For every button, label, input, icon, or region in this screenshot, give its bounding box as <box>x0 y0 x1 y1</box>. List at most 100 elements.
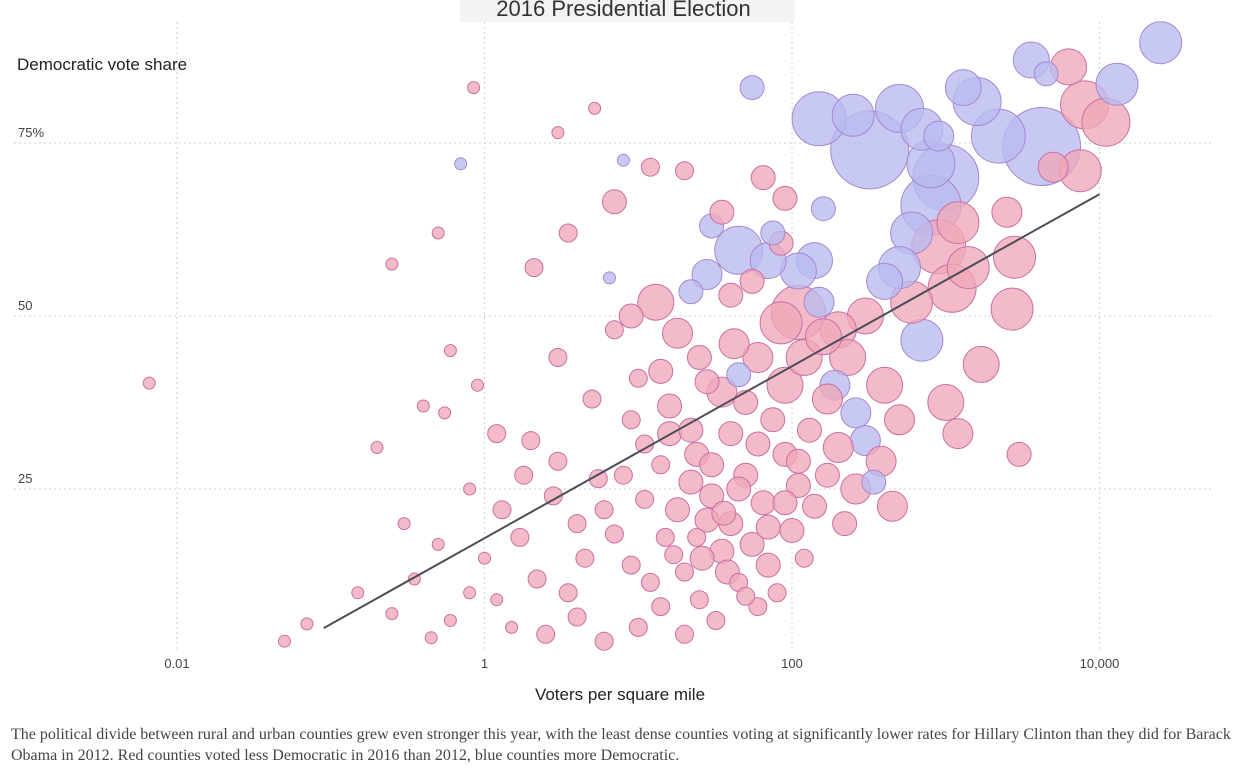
county-point-red <box>936 201 980 245</box>
county-point-red <box>675 161 694 181</box>
county-point-red <box>711 500 737 526</box>
county-point-blue <box>810 196 836 222</box>
county-point-red <box>990 287 1034 331</box>
county-point-red <box>471 378 484 392</box>
county-point-red <box>548 348 568 367</box>
county-point-red <box>699 483 725 509</box>
county-point-red <box>618 303 644 329</box>
county-point-red <box>1037 151 1069 183</box>
scatter-chart: 25 50 75% 0.01 1 100 10,000 Democratic vote s… <box>14 21 1212 704</box>
county-point-red <box>397 517 411 531</box>
county-point-red <box>750 165 776 191</box>
county-point-red <box>804 318 842 356</box>
county-point-red <box>567 514 587 534</box>
county-point-red <box>443 344 457 358</box>
county-point-red <box>351 586 365 600</box>
county-point-red <box>514 465 534 485</box>
county-point-red <box>802 493 827 519</box>
county-point-red <box>588 101 602 115</box>
county-point-blue <box>923 120 955 152</box>
trend-line <box>323 193 1100 629</box>
county-point-red <box>521 431 541 451</box>
county-point-red <box>733 390 759 415</box>
county-point-red <box>876 490 908 522</box>
county-point-red <box>662 317 693 349</box>
county-point-red <box>142 376 156 390</box>
y-tick-label: 50 <box>18 298 32 313</box>
county-point-red <box>750 490 776 516</box>
county-point-red <box>675 624 694 644</box>
county-point-blue <box>1095 62 1139 106</box>
county-point-red <box>675 562 694 582</box>
county-point-red <box>718 282 744 308</box>
county-point-blue <box>454 157 468 171</box>
county-point-red <box>748 597 768 617</box>
county-point-red <box>431 226 445 240</box>
county-point-red <box>551 126 565 140</box>
county-point-red <box>543 486 563 506</box>
y-axis-title: Democratic vote share <box>17 55 187 74</box>
county-point-red <box>927 384 965 421</box>
county-point-red <box>664 545 684 565</box>
county-point-red <box>463 482 477 496</box>
county-point-red <box>628 368 648 388</box>
county-point-red <box>822 432 854 463</box>
county-point-red <box>300 617 314 631</box>
county-point-red <box>510 527 530 547</box>
county-point-red <box>736 586 756 606</box>
county-point-red <box>567 607 587 627</box>
county-point-red <box>785 448 811 474</box>
county-point-red <box>687 527 707 547</box>
county-point-red <box>689 590 709 610</box>
county-point-red <box>962 345 1000 383</box>
county-point-red <box>884 404 915 436</box>
county-point-blue <box>616 153 630 167</box>
county-point-blue <box>760 220 786 246</box>
county-point-red <box>431 537 445 551</box>
county-point-blue <box>1139 21 1183 65</box>
y-tick-label: 75% <box>18 125 44 140</box>
county-point-red <box>524 258 544 278</box>
county-point-red <box>467 81 481 95</box>
x-tick-label: 100 <box>781 656 803 671</box>
chart-caption: The political divide between rural and u… <box>11 726 1231 764</box>
county-point-red <box>505 620 519 634</box>
county-point-red <box>779 518 805 543</box>
county-point-red <box>811 383 843 415</box>
x-axis-title: Voters per square mile <box>535 685 705 704</box>
county-point-red <box>621 555 641 575</box>
county-point-red <box>558 223 578 243</box>
county-point-red <box>739 268 765 294</box>
county-point-blue <box>861 469 887 495</box>
county-point-red <box>438 406 452 420</box>
county-point-blue <box>944 69 982 107</box>
county-point-red <box>536 624 556 644</box>
county-point-red <box>487 424 507 444</box>
county-point-red <box>755 552 781 578</box>
county-point-red <box>424 631 438 645</box>
county-point-red <box>1081 97 1131 147</box>
county-point-red <box>991 196 1023 228</box>
county-point-red <box>558 583 578 603</box>
county-point-red <box>686 345 712 370</box>
county-point-red <box>651 455 671 475</box>
county-point-red <box>797 417 822 443</box>
county-point-red <box>755 514 781 540</box>
county-point-red <box>689 545 715 571</box>
x-tick-labels: 0.01 1 100 10,000 <box>164 656 1119 671</box>
county-point-red <box>637 283 675 321</box>
county-point-red <box>657 393 683 419</box>
county-point-red <box>527 569 547 589</box>
county-point-red <box>628 617 648 637</box>
county-point-red <box>604 524 624 544</box>
county-point-red <box>832 511 858 537</box>
county-point-red <box>745 431 771 457</box>
county-point-red <box>678 469 704 495</box>
county-point-red <box>635 489 655 509</box>
county-point-red <box>621 410 641 430</box>
data-points <box>142 21 1183 651</box>
county-point-red <box>767 583 787 603</box>
county-point-red <box>829 339 867 376</box>
county-point-blue <box>1033 61 1059 87</box>
county-point-blue <box>603 271 616 285</box>
